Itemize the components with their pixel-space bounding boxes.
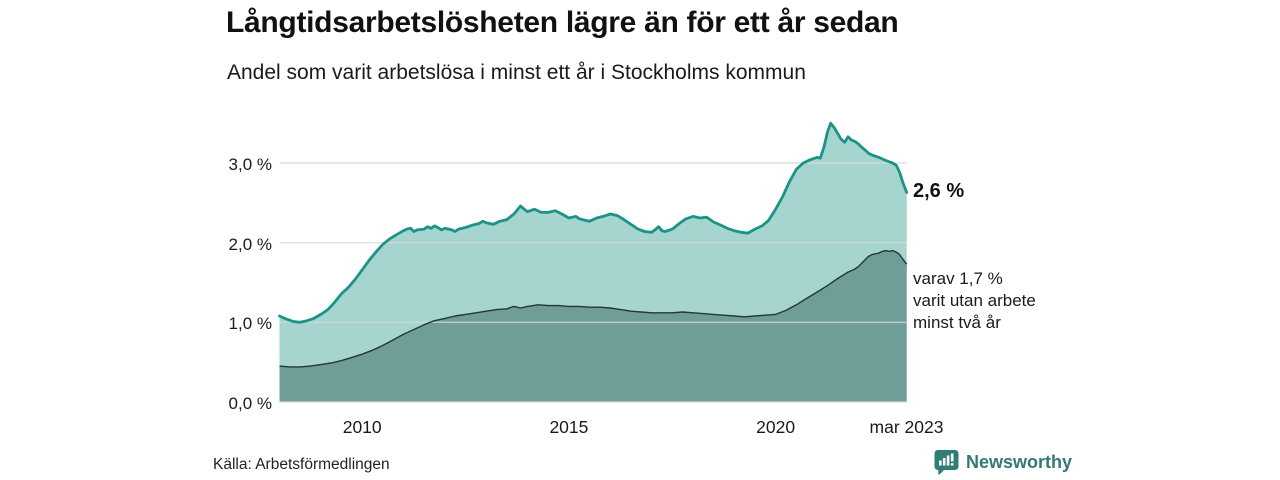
x-tick-label: 2010 xyxy=(342,417,382,437)
secondary-value-label: varav 1,7 % varit utan arbete minst två … xyxy=(913,269,1036,332)
y-tick-label: 3,0 % xyxy=(228,155,272,174)
speech-bubble-shape xyxy=(934,450,959,475)
brand-logo: Newsworthy xyxy=(934,449,1072,475)
source-note: Källa: Arbetsförmedlingen xyxy=(213,456,390,473)
area-two-years-fill xyxy=(279,250,907,402)
x-tick-label: 2015 xyxy=(549,417,589,437)
y-tick-label: 1,0 % xyxy=(228,314,272,334)
y-tick-label: 2,0 % xyxy=(228,234,272,254)
line-two-years xyxy=(279,249,908,368)
newsworthy-icon xyxy=(934,450,959,475)
x-tick-label: mar 2023 xyxy=(869,417,944,437)
latest-value-label: 2,6 % xyxy=(913,180,965,203)
line-total xyxy=(278,121,909,324)
y-tick-label: 0,0 % xyxy=(228,394,272,413)
brand-name: Newsworthy xyxy=(966,451,1073,472)
chart-subtitle: Andel som varit arbetslösa i minst ett å… xyxy=(227,61,806,84)
x-tick-label: 2020 xyxy=(756,417,796,437)
page-title: Långtidsarbetslösheten lägre än för ett … xyxy=(226,6,899,39)
